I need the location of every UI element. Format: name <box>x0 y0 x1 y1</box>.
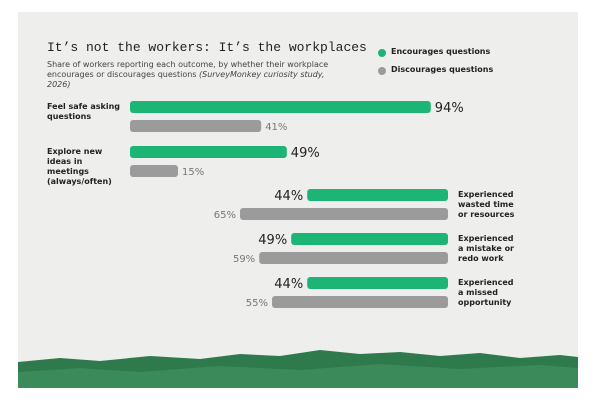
value-label: 55% <box>246 298 268 309</box>
category-label: Experienced a missed opportunity <box>458 278 514 307</box>
legend-label: Encourages questions <box>391 47 491 56</box>
hills-front <box>18 364 578 388</box>
bar <box>307 189 448 201</box>
value-label: 59% <box>233 254 255 265</box>
value-label: 15% <box>182 167 204 178</box>
category-label: Explore new ideas in meetings (always/of… <box>47 147 112 186</box>
legend-swatch <box>378 49 386 57</box>
panel <box>18 12 578 388</box>
bar <box>240 208 448 220</box>
value-label: 94% <box>435 101 464 116</box>
bar <box>130 101 431 113</box>
bar <box>130 165 178 177</box>
legend-label: Discourages questions <box>391 65 494 74</box>
bar <box>291 233 448 245</box>
bar <box>130 146 287 158</box>
subtitle-text: Share of workers reporting each outcome,… <box>47 60 329 79</box>
bar <box>130 120 262 132</box>
subtitle: Share of workers reporting each outcome,… <box>47 60 347 90</box>
value-label: 49% <box>258 233 287 248</box>
bar <box>259 252 448 264</box>
bar <box>307 277 448 289</box>
value-label: 41% <box>265 122 287 133</box>
value-label: 44% <box>274 189 303 204</box>
chart-title: It’s not the workers: It’s the workplace… <box>47 40 367 55</box>
legend-swatch <box>378 67 386 75</box>
bar <box>272 296 448 308</box>
value-label: 49% <box>291 146 320 161</box>
source: (SurveyMonkey curiosity study, 2026) <box>47 70 325 89</box>
value-label: 65% <box>214 210 236 221</box>
category-label: Experienced wasted time or resources <box>458 190 515 219</box>
category-label: Experienced a mistake or redo work <box>458 234 515 263</box>
category-label: Feel safe asking questions <box>47 102 121 121</box>
value-label: 44% <box>274 277 303 292</box>
